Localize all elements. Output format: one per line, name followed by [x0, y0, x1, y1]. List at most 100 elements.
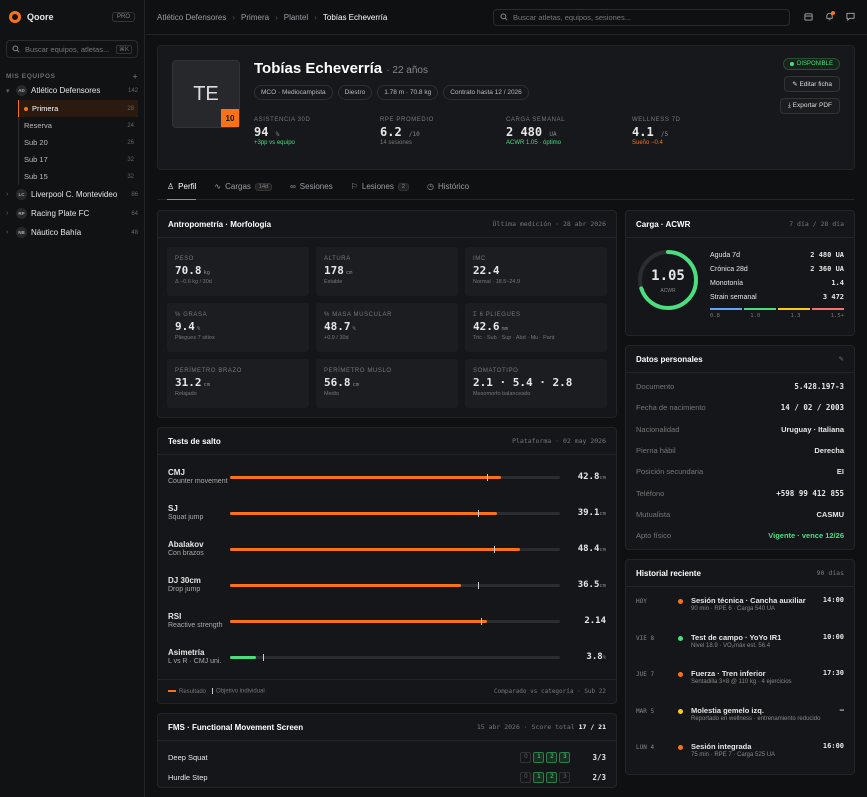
history-time: — [839, 705, 844, 714]
breadcrumb-item[interactable]: Atlético Defensores [157, 12, 227, 22]
metric-value-row: 48.7% [324, 320, 450, 333]
jump-test-bar [230, 473, 560, 481]
squad-name: Reserva [24, 121, 52, 130]
status-badge: DISPONIBLE [782, 58, 840, 70]
history-item[interactable]: JUE 7 Fuerza · Tren inferior Sentadilla 3×… [626, 664, 854, 701]
team-name: Racing Plate FC [31, 209, 90, 218]
jump-test-bar-fill [230, 583, 461, 587]
fms-score: 2/3 [592, 772, 606, 782]
tab-lesiones[interactable]: ⚐ Lesiones 2 [351, 174, 409, 200]
stat-value: 6.2 [380, 125, 402, 139]
history-dot [678, 672, 683, 678]
tab-cargas[interactable]: ∿ Cargas 14d [214, 174, 273, 200]
legend-result-label: Resultado [179, 688, 207, 695]
team-item[interactable]: › LC Liverpool C. Montevideo 86 [6, 185, 138, 204]
tab-histórico[interactable]: ◷ Histórico [427, 174, 469, 200]
fms-score-box: 0 [520, 771, 532, 783]
breadcrumb-item[interactable]: Primera [241, 12, 270, 22]
add-team-icon[interactable]: + [132, 72, 138, 81]
acwr-zones [710, 308, 844, 310]
stat-unit: UA [549, 131, 557, 138]
notifications-button[interactable] [825, 10, 835, 23]
chevron-right-icon: › [6, 210, 9, 217]
stat-unit: /10 [408, 131, 420, 138]
global-search-input[interactable]: Buscar atletas, equipos, sesiones... [493, 8, 790, 26]
export-pdf-button[interactable]: ⤓ Exportar PDF [779, 98, 840, 114]
metric-sub: Relajado [175, 391, 197, 397]
calendar-icon[interactable] [804, 12, 813, 21]
team-item[interactable]: › NB Náutico Bahía 48 [6, 223, 138, 242]
legend-result: Resultado [168, 689, 206, 695]
jump-tests-card: Tests de salto Plataforma · 02 may 2026 … [157, 427, 617, 704]
squad-item[interactable]: Primera 28 [18, 100, 138, 117]
jump-test-target-tick [480, 617, 482, 625]
team-item[interactable]: › RP Racing Plate FC 64 [6, 204, 138, 223]
history-dot [678, 599, 683, 605]
breadcrumb-item[interactable]: Plantel [283, 12, 309, 22]
sidebar-search-input[interactable]: Buscar equipos, atletas... ⌘K [6, 40, 138, 58]
history-item[interactable]: VIE 8 Test de campo · YoYo IR1 Nivel 18.9 … [626, 628, 854, 665]
personal-data-row: Mutualista CASMU [626, 504, 854, 525]
team-name: Náutico Bahía [31, 228, 82, 237]
download-icon: ⤓ [787, 102, 793, 109]
acwr-zone-label: 0.8 [710, 313, 720, 319]
metric-unit: mm [501, 326, 509, 332]
metric-value: 2.1 · 5.4 · 2.8 [473, 376, 573, 389]
jump-test-value: 2.14 [572, 616, 606, 626]
metric-value: 70.8 [175, 264, 202, 277]
fms-score: 3/3 [592, 752, 606, 762]
history-item[interactable]: MAR 5 Molestia gemelo izq. Reportado en we… [626, 701, 854, 738]
player-age: · 22 años [386, 65, 428, 76]
fms-list: Deep Squat 0 1 2 3 3/3 Hurdle Step 0 1 2 3 2/3 [158, 741, 616, 787]
jump-test-title: CMJ [168, 467, 185, 477]
history-title-text: Sesión técnica · Cancha auxiliar [691, 596, 806, 606]
jump-tests-comparison: Comparado vs categoría · Sub 22 [494, 688, 606, 695]
acwr-zone-label: 1.3 [790, 313, 801, 319]
export-pdf-label: Exportar PDF [792, 102, 832, 109]
personal-data-label: Apto físico [636, 531, 672, 541]
squad-item[interactable]: Sub 20 26 [18, 134, 138, 151]
jump-test-desc: Drop jump [168, 585, 201, 593]
history-icon: ◷ [426, 182, 434, 191]
metric-unit: cm [203, 382, 211, 388]
history-item[interactable]: HOY Sesión técnica · Cancha auxiliar 90 mi… [626, 591, 854, 628]
squad-item[interactable]: Reserva 24 [18, 117, 138, 134]
metric-sub: Mesomorfo balanceado [473, 391, 531, 397]
jump-test-bar-fill [230, 511, 498, 515]
notification-dot [831, 10, 835, 15]
history-time: 10:00 [822, 632, 844, 641]
team-item[interactable]: ▾ AD Atlético Defensores 142 [6, 81, 138, 100]
tab-sesiones[interactable]: ∞ Sesiones [290, 174, 333, 200]
infinity-icon: ∞ [290, 182, 296, 191]
jump-test-name: CMJ Counter movement [168, 468, 230, 487]
chat-icon[interactable] [846, 12, 855, 21]
squad-name: Primera [32, 104, 59, 113]
player-chips: MCO · Mediocampista Diestro 1.78 m · 70.8 … [254, 85, 840, 100]
tab-label: Histórico [437, 182, 470, 191]
brand[interactable]: Qoore PRO [6, 8, 138, 26]
history-time: 14:00 [822, 596, 844, 605]
history-body: Sesión técnica · Cancha auxiliar 90 min ·… [691, 596, 823, 614]
jump-test-number: 3.8 [586, 652, 603, 662]
jump-test-desc: Con brazos [168, 549, 204, 557]
personal-data-label: Pierna hábil [636, 446, 676, 456]
metric-sub: Normal · 18.5–24.9 [473, 279, 521, 285]
anthropometry-cell: SOMATOTIPO 2.1 · 5.4 · 2.8 Mesomorfo balan… [465, 359, 607, 408]
jump-test-bar [230, 653, 560, 661]
history-item[interactable]: LUN 4 Sesión integrada 75 min · RPE 7 · Ca… [626, 737, 854, 774]
squad-item[interactable]: Sub 17 32 [18, 151, 138, 168]
metric-value-row: 22.4 [473, 264, 599, 277]
tab-perfil[interactable]: ♙ Perfil [167, 174, 197, 200]
anthropometry-meta: Última medición · 28 abr 2026 [492, 220, 607, 228]
fms-test-name: Deep Squat [168, 752, 208, 762]
acwr-metric-label: Strain semanal [710, 293, 757, 301]
acwr-gauge-arc [638, 250, 698, 310]
edit-personal-icon[interactable]: ✎ [838, 356, 844, 363]
edit-profile-button[interactable]: ✎ Editar ficha [784, 76, 840, 92]
squad-item[interactable]: Sub 15 32 [18, 168, 138, 185]
acwr-metric-row: Aguda 7d 2 480 UA [710, 248, 844, 262]
acwr-zone [778, 308, 810, 310]
anthropometry-card: Antropometría · Morfología Última medici… [157, 210, 617, 418]
breadcrumb-item: Tobías Echeverría [322, 12, 388, 22]
logo-icon [9, 11, 21, 23]
